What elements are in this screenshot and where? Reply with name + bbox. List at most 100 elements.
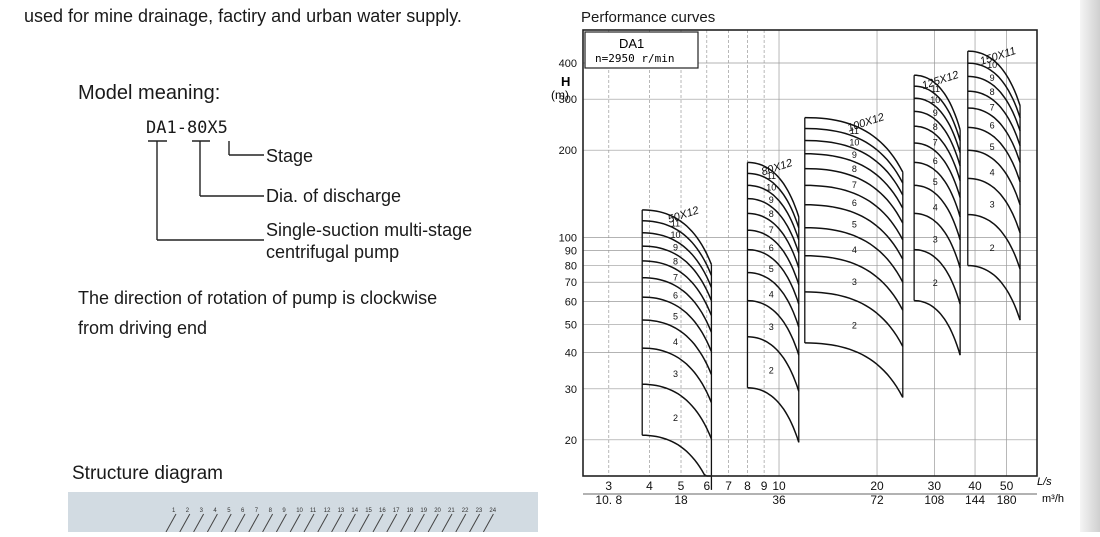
x-tick-label-ls: 3 [605, 479, 612, 493]
curve-50x12-stage-12 [642, 209, 713, 265]
y-tick-label: 50 [565, 320, 577, 332]
stage-label: 2 [769, 365, 774, 375]
curve-100x12-stage-4 [804, 255, 904, 311]
stage-label: 6 [852, 198, 857, 208]
y-tick-label: 90 [565, 246, 577, 258]
structure-leader-line [165, 513, 177, 533]
structure-part-number: 16 [379, 508, 386, 514]
curve-125x12-stage-5 [914, 184, 961, 241]
chart-title: Performance curves [581, 9, 715, 26]
stage-label: 11 [931, 84, 940, 94]
curve-80x12-stage-10 [747, 184, 800, 241]
structure-leader-line [358, 513, 370, 533]
curve-80x12-stage-5 [747, 271, 800, 328]
structure-part-number: 9 [282, 508, 286, 514]
y-tick-label: 200 [559, 145, 577, 157]
curve-125x12-stage-8 [914, 125, 961, 182]
structure-leader-line [427, 513, 439, 533]
curve-50x12-stage-6 [642, 296, 713, 352]
stage-label: 2 [852, 321, 857, 331]
stage-label: 8 [852, 164, 857, 174]
y-tick-label: 80 [565, 260, 577, 272]
page-edge-shadow [1080, 0, 1100, 532]
x-tick-label-ls: 50 [1000, 479, 1014, 493]
stage-label: 7 [852, 180, 857, 190]
curve-50x12-stage-10 [642, 232, 713, 288]
stage-label: 2 [990, 243, 995, 253]
stage-label: 6 [769, 243, 774, 253]
curve-150x11-stage-3 [967, 213, 1021, 270]
curve-125x12-stage-11 [914, 85, 961, 141]
curve-100x12-stage-8 [804, 167, 904, 224]
structure-part-number: 7 [255, 508, 259, 514]
curve-150x11-stage-7 [967, 107, 1021, 163]
curve-50x12-stage-4 [642, 347, 713, 403]
stage-label: 5 [769, 264, 774, 274]
y-tick-label: 100 [559, 232, 577, 244]
structure-part-number: 15 [365, 508, 372, 514]
structure-leader-line [331, 513, 343, 533]
curve-100x12-stage-12 [804, 116, 904, 173]
curve-50x12-stage-11 [642, 220, 713, 276]
stage-label: 3 [673, 369, 678, 379]
model-code: DA1-80X5 [146, 118, 228, 138]
curve-50x12-stage-3 [642, 383, 713, 440]
stage-label: 5 [673, 312, 678, 322]
stage-label: 5 [933, 177, 938, 187]
y-tick-label: 30 [565, 384, 577, 396]
structure-leader-line [400, 513, 412, 533]
structure-leader-line [262, 513, 274, 533]
curve-80x12-stage-6 [747, 248, 800, 305]
stage-label: 9 [769, 195, 774, 205]
curve-125x12-stage-9 [914, 110, 961, 167]
y-tick-label: 60 [565, 297, 577, 309]
structure-leader-line [455, 513, 467, 533]
curve-150x11-stage-4 [967, 177, 1021, 234]
curve-100x12-stage-9 [804, 153, 904, 209]
stage-label: 10 [670, 230, 680, 240]
structure-leader-line [372, 513, 384, 533]
stage-label: 6 [990, 121, 995, 131]
curve-100x12-stage-5 [804, 226, 904, 283]
info-box-model: DA1 [619, 36, 644, 51]
curve-125x12-stage-7 [914, 142, 961, 198]
curve-50x12-stage-5 [642, 319, 713, 375]
model-label-stage: Stage [266, 146, 314, 166]
y-tick-label: 20 [565, 435, 577, 447]
structure-part-number: 13 [338, 508, 345, 514]
x-tick-label-m3h: 180 [997, 493, 1017, 507]
structure-part-number: 18 [407, 508, 414, 514]
stage-label: 8 [990, 87, 995, 97]
structure-leader-line [317, 513, 329, 533]
curve-125x12-stage-12 [914, 74, 961, 131]
x-tick-label-m3h: 36 [772, 493, 786, 507]
x-axis-unit-ls: L/s [1037, 476, 1052, 488]
stage-label: 2 [933, 278, 938, 288]
curve-80x12-stage-8 [747, 212, 800, 269]
stage-label: 7 [673, 272, 678, 282]
structure-leader-line [289, 513, 301, 533]
stage-label: 3 [990, 200, 995, 210]
structure-leader-line [303, 513, 315, 533]
stage-label: 8 [673, 257, 678, 267]
structure-part-number: 17 [393, 508, 400, 514]
model-label-type-line1: Single-suction multi-stage [266, 220, 473, 240]
structure-part-number: 5 [227, 508, 231, 514]
structure-leader-line [413, 513, 425, 533]
stage-label: 7 [933, 138, 938, 148]
intro-line: used for mine drainage, factiry and urba… [24, 6, 462, 26]
x-tick-label-m3h: 144 [965, 493, 985, 507]
stage-label: 11 [767, 171, 776, 181]
x-tick-label-ls: 7 [725, 479, 732, 493]
stage-label: 5 [990, 142, 995, 152]
structure-leader-line [248, 513, 260, 533]
y-tick-label: 70 [565, 277, 577, 289]
stage-label: 3 [769, 322, 774, 332]
structure-part-number: 22 [462, 508, 469, 514]
y-tick-label: 40 [565, 348, 577, 360]
structure-diagram: 1 2 3 4 5 6 7 8 9 10 11 12 13 14 15 16 17 18 19 20 21 22 23 24 [68, 492, 538, 533]
structure-leader-line [206, 513, 218, 533]
structure-part-number: 2 [186, 508, 190, 514]
stage-label: 4 [990, 167, 995, 177]
